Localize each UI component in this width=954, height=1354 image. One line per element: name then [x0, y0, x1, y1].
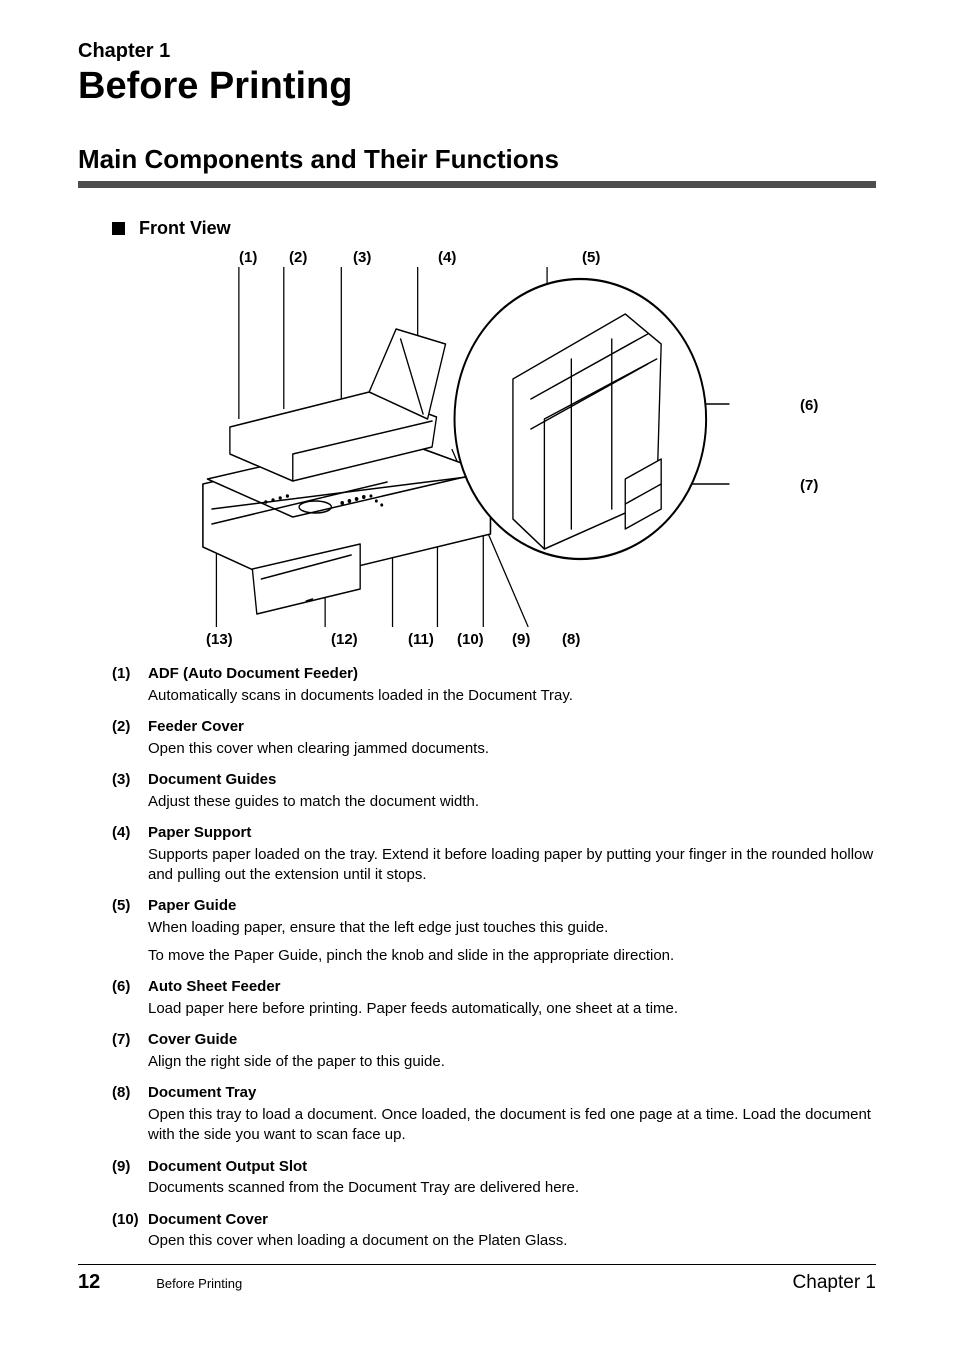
- section-title: Main Components and Their Functions: [78, 144, 876, 175]
- list-item: (4) Paper Support Supports paper loaded o…: [112, 824, 876, 885]
- item-num: (4): [112, 824, 140, 843]
- callout-6: (6): [800, 397, 818, 414]
- list-item: (8) Document Tray Open this tray to load …: [112, 1084, 876, 1145]
- item-desc: To move the Paper Guide, pinch the knob …: [148, 946, 876, 966]
- subsection-title: Front View: [139, 218, 231, 239]
- item-desc: Supports paper loaded on the tray. Exten…: [148, 845, 876, 886]
- component-list: (1) ADF (Auto Document Feeder) Automatica…: [112, 665, 876, 1252]
- item-desc: Documents scanned from the Document Tray…: [148, 1178, 876, 1198]
- callout-2: (2): [289, 249, 307, 266]
- item-name: Document Guides: [148, 771, 276, 790]
- item-name: Feeder Cover: [148, 718, 244, 737]
- page-footer: 12 Before Printing Chapter 1: [78, 1264, 876, 1294]
- bullet-icon: [112, 222, 125, 235]
- item-name: Paper Guide: [148, 897, 236, 916]
- callout-10: (10): [457, 631, 484, 648]
- list-item: (10) Document Cover Open this cover when …: [112, 1211, 876, 1252]
- list-item: (1) ADF (Auto Document Feeder) Automatica…: [112, 665, 876, 706]
- item-num: (5): [112, 897, 140, 916]
- inset-detail: [455, 279, 707, 559]
- item-desc: Automatically scans in documents loaded …: [148, 686, 876, 706]
- printer-svg: [158, 249, 778, 649]
- item-name: Auto Sheet Feeder: [148, 978, 281, 997]
- item-name: Document Output Slot: [148, 1158, 307, 1177]
- list-item: (6) Auto Sheet Feeder Load paper here bef…: [112, 978, 876, 1019]
- list-item: (5) Paper Guide When loading paper, ensur…: [112, 897, 876, 966]
- item-num: (9): [112, 1158, 140, 1177]
- callout-4: (4): [438, 249, 456, 266]
- item-name: Paper Support: [148, 824, 251, 843]
- list-item: (3) Document Guides Adjust these guides t…: [112, 771, 876, 812]
- section-rule: [78, 181, 876, 188]
- list-item: (7) Cover Guide Align the right side of t…: [112, 1031, 876, 1072]
- footer-chapter-label: Chapter 1: [793, 1272, 876, 1294]
- item-num: (8): [112, 1084, 140, 1103]
- item-num: (7): [112, 1031, 140, 1050]
- callout-13: (13): [206, 631, 233, 648]
- item-name: ADF (Auto Document Feeder): [148, 665, 358, 684]
- callout-5: (5): [582, 249, 600, 266]
- item-desc: Open this tray to load a document. Once …: [148, 1105, 876, 1146]
- printer-body: [203, 329, 491, 614]
- callout-7: (7): [800, 477, 818, 494]
- item-num: (2): [112, 718, 140, 737]
- item-desc: Align the right side of the paper to thi…: [148, 1052, 876, 1072]
- callout-9: (9): [512, 631, 530, 648]
- callout-3: (3): [353, 249, 371, 266]
- item-num: (10): [112, 1211, 140, 1230]
- footer-chapter-name: Before Printing: [156, 1276, 242, 1291]
- page-number: 12: [78, 1271, 100, 1294]
- list-item: (2) Feeder Cover Open this cover when cle…: [112, 718, 876, 759]
- callout-11: (11): [408, 631, 434, 648]
- item-num: (6): [112, 978, 140, 997]
- subsection-header: Front View: [112, 218, 876, 239]
- item-desc: Load paper here before printing. Paper f…: [148, 999, 876, 1019]
- item-desc: Open this cover when clearing jammed doc…: [148, 739, 876, 759]
- callout-12: (12): [331, 631, 358, 648]
- printer-diagram: (1) (2) (3) (4) (5) (6) (7) (13) (12) (1…: [158, 249, 778, 649]
- item-desc: Open this cover when loading a document …: [148, 1231, 876, 1251]
- callout-8: (8): [562, 631, 580, 648]
- item-desc: Adjust these guides to match the documen…: [148, 792, 876, 812]
- item-num: (3): [112, 771, 140, 790]
- chapter-label: Chapter 1: [78, 40, 876, 62]
- item-desc: When loading paper, ensure that the left…: [148, 918, 876, 938]
- list-item: (9) Document Output Slot Documents scanne…: [112, 1158, 876, 1199]
- item-name: Document Tray: [148, 1084, 256, 1103]
- item-num: (1): [112, 665, 140, 684]
- item-name: Cover Guide: [148, 1031, 237, 1050]
- item-name: Document Cover: [148, 1211, 268, 1230]
- chapter-title: Before Printing: [78, 66, 876, 108]
- callout-1: (1): [239, 249, 257, 266]
